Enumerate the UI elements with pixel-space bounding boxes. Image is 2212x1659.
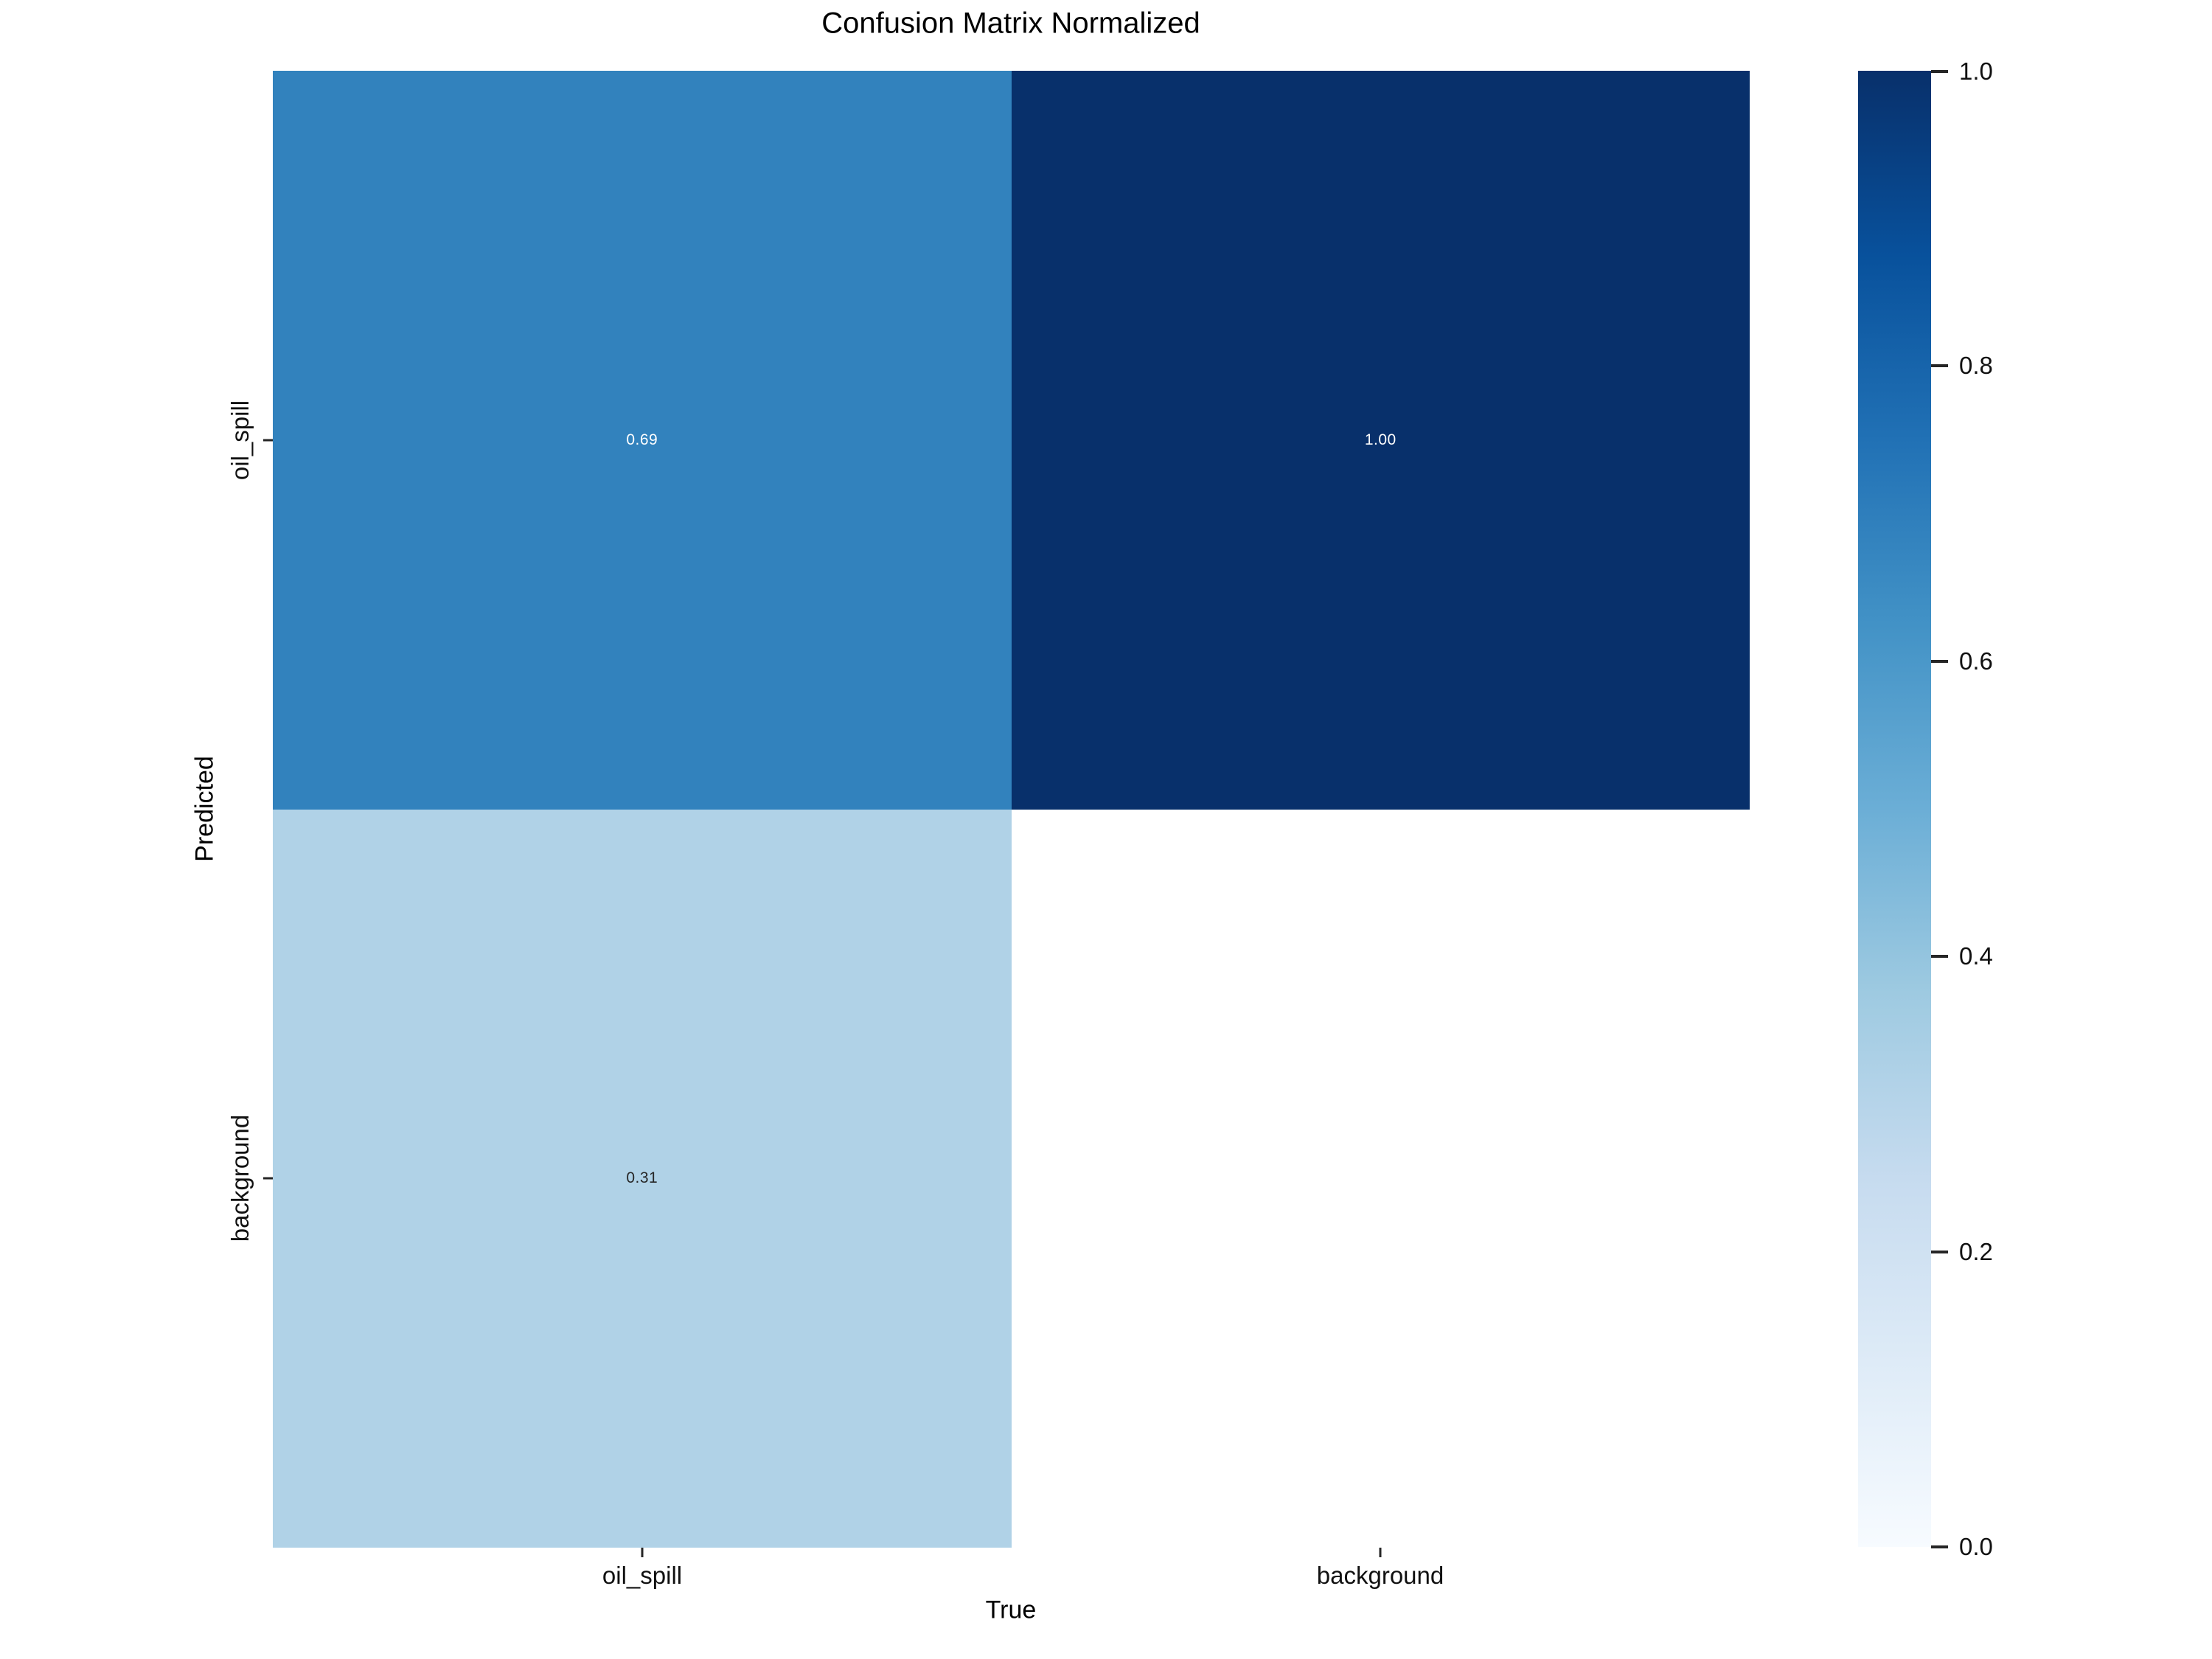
y-axis-label: Predicted (190, 756, 219, 862)
heatmap-grid: 0.69 1.00 0.31 (273, 71, 1750, 1548)
colorbar (1858, 71, 1931, 1547)
colorbar-tick-mark (1931, 660, 1948, 663)
colorbar-tick-mark (1931, 364, 1948, 367)
matrix-cell: 0.69 (273, 71, 1012, 810)
x-tick-label-background: background (1316, 1562, 1444, 1589)
colorbar-tick-label: 0.8 (1959, 352, 1993, 379)
colorbar-tick-mark (1931, 1545, 1948, 1548)
matrix-cell: 0.31 (273, 809, 1012, 1548)
colorbar-tick-label: 0.4 (1959, 942, 1993, 970)
matrix-cell: 1.00 (1011, 71, 1750, 810)
colorbar-tick-label: 0.6 (1959, 647, 1993, 675)
colorbar-tick-label: 1.0 (1959, 58, 1993, 85)
x-tick-label-oil-spill: oil_spill (602, 1562, 683, 1589)
y-tick-mark (263, 1177, 273, 1180)
chart-title: Confusion Matrix Normalized (821, 7, 1200, 40)
y-tick-label-oil-spill: oil_spill (226, 400, 254, 481)
x-axis-label: True (985, 1596, 1037, 1624)
y-tick-mark (263, 439, 273, 442)
colorbar-tick-mark (1931, 70, 1948, 73)
colorbar-tick-label: 0.2 (1959, 1238, 1993, 1265)
y-tick-label-background: background (226, 1114, 254, 1242)
colorbar-tick-label: 0.0 (1959, 1533, 1993, 1560)
matrix-cell (1011, 809, 1750, 1548)
colorbar-tick-mark (1931, 955, 1948, 958)
colorbar-tick-mark (1931, 1251, 1948, 1253)
x-tick-mark (1379, 1548, 1382, 1557)
x-tick-mark (641, 1548, 644, 1557)
